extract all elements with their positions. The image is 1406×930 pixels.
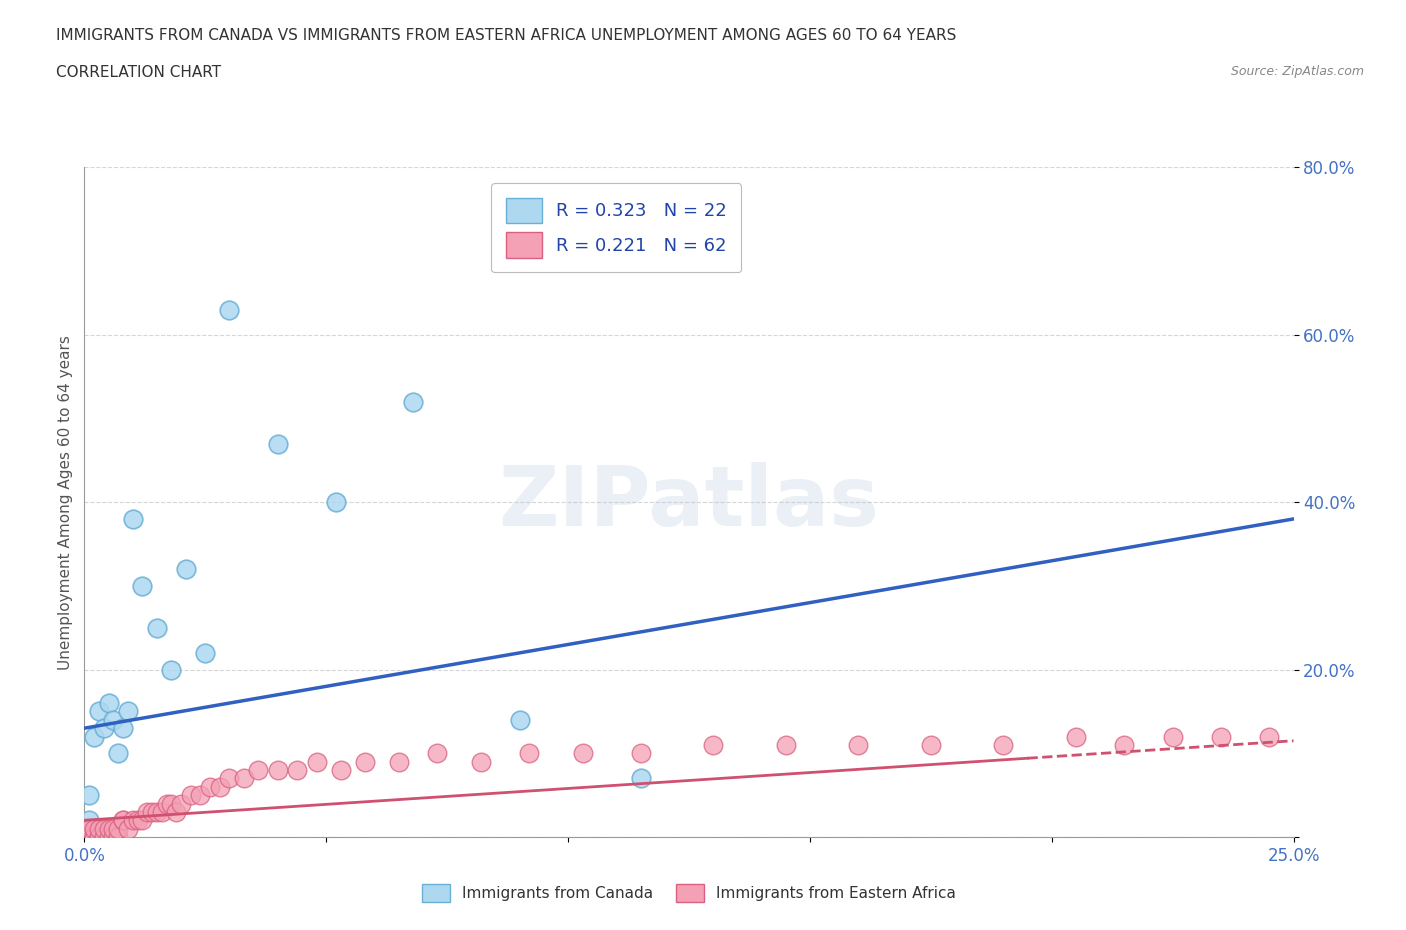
- Point: [1161, 729, 1184, 744]
- Point: [112, 813, 135, 828]
- Point: [208, 779, 231, 794]
- Point: [97, 696, 120, 711]
- Point: [77, 830, 100, 844]
- Point: [571, 746, 593, 761]
- Point: [920, 737, 942, 752]
- Point: [87, 830, 110, 844]
- Point: [73, 821, 96, 836]
- Point: [329, 763, 352, 777]
- Point: [77, 821, 100, 836]
- Point: [83, 729, 105, 744]
- Point: [87, 704, 110, 719]
- Point: [146, 620, 169, 635]
- Point: [174, 562, 197, 577]
- Point: [702, 737, 724, 752]
- Point: [247, 763, 270, 777]
- Point: [285, 763, 308, 777]
- Point: [107, 746, 129, 761]
- Point: [131, 578, 153, 593]
- Point: [1064, 729, 1087, 744]
- Point: [103, 712, 125, 727]
- Legend: Immigrants from Canada, Immigrants from Eastern Africa: Immigrants from Canada, Immigrants from …: [415, 877, 963, 910]
- Point: [170, 796, 193, 811]
- Point: [180, 788, 202, 803]
- Point: [121, 813, 143, 828]
- Point: [1209, 729, 1232, 744]
- Point: [198, 779, 221, 794]
- Point: [77, 813, 100, 828]
- Point: [87, 830, 110, 844]
- Point: [83, 830, 105, 844]
- Point: [150, 804, 173, 819]
- Point: [218, 302, 240, 317]
- Point: [267, 436, 290, 451]
- Point: [83, 821, 105, 836]
- Point: [993, 737, 1015, 752]
- Point: [267, 763, 290, 777]
- Text: CORRELATION CHART: CORRELATION CHART: [56, 65, 221, 80]
- Point: [112, 813, 135, 828]
- Point: [97, 830, 120, 844]
- Point: [121, 512, 143, 526]
- Point: [131, 813, 153, 828]
- Point: [117, 704, 139, 719]
- Point: [160, 796, 183, 811]
- Point: [517, 746, 540, 761]
- Point: [146, 804, 169, 819]
- Point: [388, 754, 411, 769]
- Text: Source: ZipAtlas.com: Source: ZipAtlas.com: [1230, 65, 1364, 78]
- Point: [1114, 737, 1136, 752]
- Point: [107, 821, 129, 836]
- Point: [630, 746, 652, 761]
- Point: [354, 754, 377, 769]
- Point: [160, 662, 183, 677]
- Point: [93, 830, 115, 844]
- Point: [155, 796, 177, 811]
- Point: [107, 830, 129, 844]
- Point: [103, 821, 125, 836]
- Point: [846, 737, 869, 752]
- Point: [426, 746, 449, 761]
- Point: [630, 771, 652, 786]
- Point: [190, 788, 212, 803]
- Point: [194, 645, 217, 660]
- Point: [470, 754, 492, 769]
- Point: [77, 788, 100, 803]
- Point: [233, 771, 256, 786]
- Point: [103, 830, 125, 844]
- Point: [402, 394, 425, 409]
- Point: [325, 495, 347, 510]
- Point: [305, 754, 328, 769]
- Point: [509, 712, 531, 727]
- Point: [117, 821, 139, 836]
- Text: IMMIGRANTS FROM CANADA VS IMMIGRANTS FROM EASTERN AFRICA UNEMPLOYMENT AMONG AGES: IMMIGRANTS FROM CANADA VS IMMIGRANTS FRO…: [56, 28, 956, 43]
- Point: [775, 737, 797, 752]
- Point: [87, 821, 110, 836]
- Point: [1258, 729, 1281, 744]
- Point: [97, 821, 120, 836]
- Text: ZIPatlas: ZIPatlas: [499, 461, 879, 543]
- Point: [73, 830, 96, 844]
- Y-axis label: Unemployment Among Ages 60 to 64 years: Unemployment Among Ages 60 to 64 years: [58, 335, 73, 670]
- Point: [218, 771, 240, 786]
- Point: [136, 804, 159, 819]
- Point: [165, 804, 187, 819]
- Point: [127, 813, 149, 828]
- Point: [73, 830, 96, 844]
- Point: [112, 721, 135, 736]
- Point: [83, 830, 105, 844]
- Point: [141, 804, 163, 819]
- Point: [93, 721, 115, 736]
- Point: [77, 830, 100, 844]
- Point: [93, 821, 115, 836]
